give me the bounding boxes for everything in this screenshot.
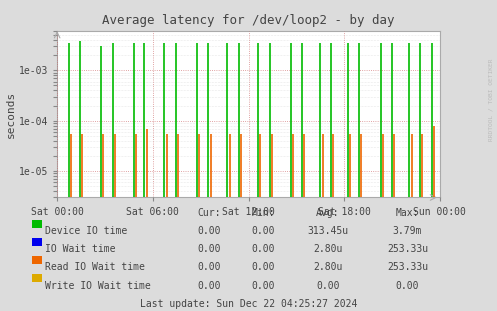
Text: 0.00: 0.00 (251, 281, 275, 290)
Text: 0.00: 0.00 (316, 281, 340, 290)
Text: 0.00: 0.00 (251, 226, 275, 236)
Text: 253.33u: 253.33u (387, 244, 428, 254)
Text: 0.00: 0.00 (197, 262, 221, 272)
Text: Last update: Sun Dec 22 04:25:27 2024: Last update: Sun Dec 22 04:25:27 2024 (140, 299, 357, 309)
Text: Cur:: Cur: (197, 208, 221, 218)
Text: 313.45u: 313.45u (308, 226, 348, 236)
Text: 0.00: 0.00 (251, 244, 275, 254)
Text: Read IO Wait time: Read IO Wait time (45, 262, 145, 272)
Text: 0.00: 0.00 (251, 262, 275, 272)
Text: 0.00: 0.00 (197, 281, 221, 290)
Text: 0.00: 0.00 (197, 244, 221, 254)
Text: 3.79m: 3.79m (393, 226, 422, 236)
Text: Device IO time: Device IO time (45, 226, 127, 236)
Y-axis label: seconds: seconds (6, 91, 16, 138)
Text: RRDTOOL / TOBI OETIKER: RRDTOOL / TOBI OETIKER (489, 58, 494, 141)
Text: 2.80u: 2.80u (313, 262, 343, 272)
Text: 0.00: 0.00 (197, 226, 221, 236)
Text: Avg:: Avg: (316, 208, 340, 218)
Text: 2.80u: 2.80u (313, 244, 343, 254)
Text: 0.00: 0.00 (396, 281, 419, 290)
Text: Write IO Wait time: Write IO Wait time (45, 281, 151, 290)
Text: IO Wait time: IO Wait time (45, 244, 115, 254)
Text: Min:: Min: (251, 208, 275, 218)
Text: Average latency for /dev/loop2 - by day: Average latency for /dev/loop2 - by day (102, 14, 395, 27)
Text: Max:: Max: (396, 208, 419, 218)
Text: 253.33u: 253.33u (387, 262, 428, 272)
